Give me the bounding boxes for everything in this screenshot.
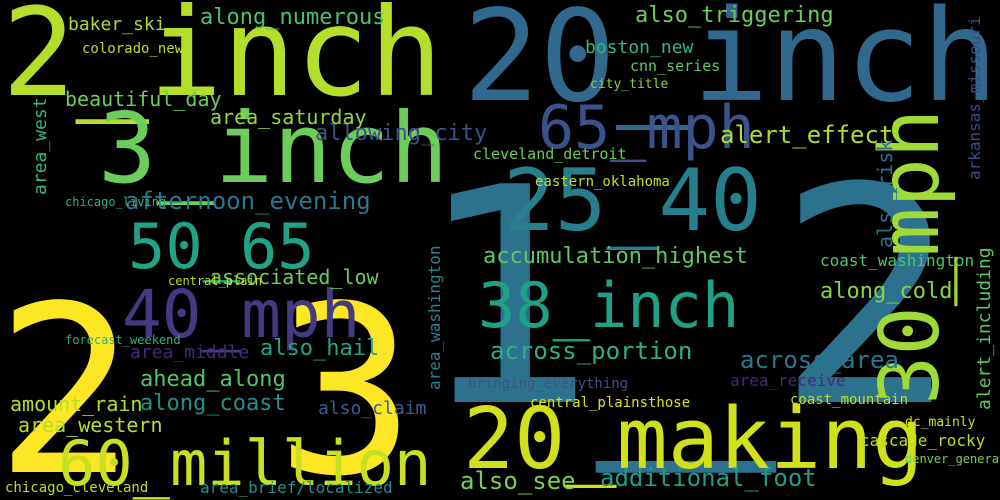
- word: 30_mph: [863, 109, 958, 405]
- word: additional_foot: [600, 464, 817, 492]
- word: beautiful_day: [65, 87, 222, 111]
- word: boston_new: [585, 37, 694, 58]
- word: 25_40: [503, 151, 762, 251]
- word: also_triggering: [635, 3, 834, 28]
- word: area_receive: [730, 371, 846, 390]
- word: coast_washington: [820, 251, 974, 270]
- word: allowing_city: [315, 121, 487, 146]
- word: also_risk: [873, 140, 897, 248]
- word: denver_general: [905, 452, 1000, 466]
- word: area_saturday: [210, 105, 367, 129]
- word: 2_inch: [2, 0, 443, 124]
- word: city_title: [590, 77, 668, 92]
- word: 3_inch: [98, 92, 448, 205]
- word: cleveland_detroit: [473, 145, 627, 163]
- word: area_middle: [130, 342, 249, 363]
- word: ahead_along: [140, 367, 286, 392]
- word: area_washington: [425, 246, 444, 391]
- word: 65_mph: [538, 93, 755, 163]
- word: chicago_living: [65, 195, 166, 209]
- word: along_numerous: [200, 5, 385, 30]
- word: eastern_oklahoma: [535, 174, 670, 190]
- word: dc_mainly: [905, 415, 976, 430]
- word: across_area: [740, 346, 899, 374]
- word: alert_including: [974, 247, 995, 410]
- word: associated_low: [210, 265, 380, 289]
- word: central_plain: [168, 274, 262, 288]
- word: forecast_weekend: [65, 333, 181, 347]
- word: coast_mountain: [790, 392, 908, 408]
- word: 20_inch: [463, 0, 998, 130]
- word: area_west: [30, 97, 51, 195]
- word: arkansas_missouri: [965, 16, 984, 180]
- word: baker_ski: [68, 14, 166, 35]
- word: 2_3: [0, 256, 416, 500]
- word: amount_rain: [10, 392, 142, 416]
- word: central_plainsthose: [530, 395, 690, 411]
- word: 60_million: [58, 427, 431, 500]
- word: cascade_rocky: [860, 431, 986, 450]
- word: accumulation_highest: [483, 244, 748, 269]
- word: alert_effect: [720, 121, 893, 149]
- word: along_cold: [820, 279, 952, 304]
- word: also_see: [460, 467, 576, 495]
- word: 38_inch: [478, 269, 739, 342]
- word: area_brief/localized: [200, 478, 393, 497]
- word: bringing_everything: [468, 376, 628, 392]
- word: also_hail: [260, 336, 379, 361]
- word: colorado_new: [82, 41, 184, 57]
- word: afternoon_evening: [125, 187, 371, 215]
- word: chicago_cleveland: [5, 480, 148, 496]
- word: along_coast: [140, 391, 286, 416]
- word: 50_65: [128, 210, 315, 283]
- word: 40_mph: [122, 276, 360, 353]
- word: 20_making: [463, 390, 924, 489]
- word: also_claim: [318, 398, 426, 419]
- word: cnn_series: [630, 57, 720, 75]
- word: 1_2: [415, 124, 957, 477]
- word: across_portion: [490, 337, 692, 365]
- word: area_western: [18, 413, 163, 437]
